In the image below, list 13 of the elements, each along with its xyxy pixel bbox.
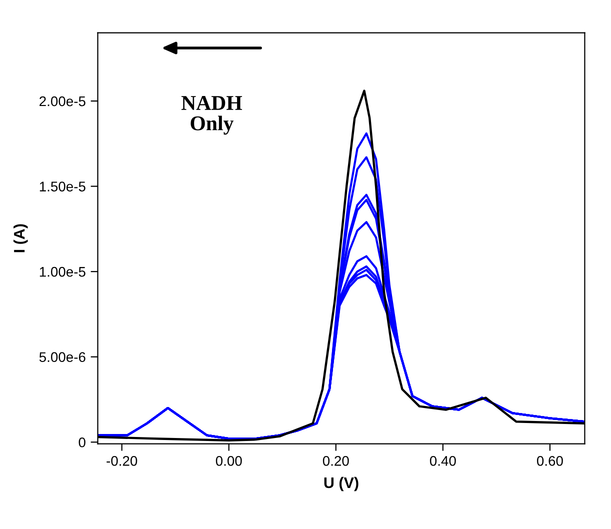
y-tick-label: 5.00e-6 <box>39 352 86 362</box>
x-tick-label: 0.60 <box>536 456 563 466</box>
y-tick-label: 1.50e-5 <box>40 182 86 192</box>
x-tick-label: 0.40 <box>430 456 456 466</box>
y-axis-title: I (A) <box>14 224 28 252</box>
x-axis-title: U (V) <box>324 476 358 492</box>
x-tick-label: -0.20 <box>106 456 138 466</box>
x-tick-label: 0.00 <box>216 456 242 466</box>
x-tick-label: 0.20 <box>322 456 349 466</box>
annotation: NADH Only <box>181 96 242 135</box>
y-tick-label: 2.00e-5 <box>40 96 86 106</box>
y-tick-label: 0 <box>78 437 86 448</box>
y-tick-label: 1.00e-5 <box>40 266 86 277</box>
